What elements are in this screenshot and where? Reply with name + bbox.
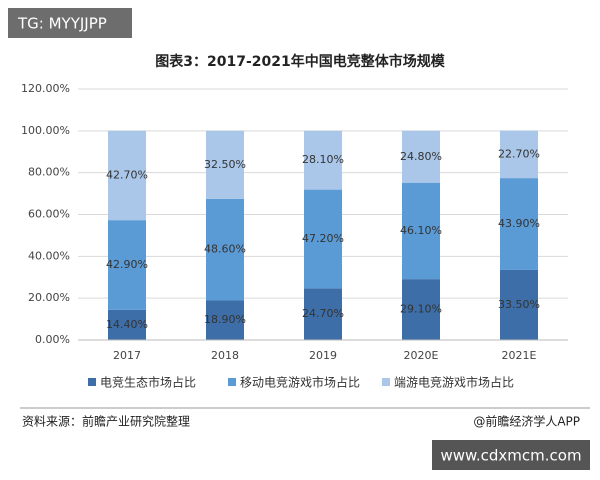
bar-segment xyxy=(206,198,244,301)
value-label: 22.70% xyxy=(498,147,540,160)
chart-title: 图表3：2017-2021年中国电竞整体市场规模 xyxy=(155,53,445,70)
legend-swatch xyxy=(88,378,96,386)
value-label: 29.10% xyxy=(400,303,442,316)
bar-segment xyxy=(304,130,342,190)
bar-segment xyxy=(108,309,146,340)
bar-segment xyxy=(304,189,342,289)
plot: 0.00% 20.00% 40.00% 60.00% 80.00% 100.00% 120.… xyxy=(21,82,568,390)
value-label: 24.80% xyxy=(400,150,442,163)
value-label: 43.90% xyxy=(498,217,540,230)
value-label: 42.70% xyxy=(106,168,148,181)
value-label: 18.90% xyxy=(204,313,246,326)
y-tick-label: 100.00% xyxy=(21,124,70,137)
legend-swatch xyxy=(228,378,236,386)
site-tag: www.cdxmcm.com xyxy=(440,447,581,465)
footer-credit: @前瞻经济学人APP xyxy=(473,414,580,429)
y-tick-label: 40.00% xyxy=(28,249,70,262)
y-tick-label: 80.00% xyxy=(28,166,70,179)
bar-segment xyxy=(206,130,244,199)
x-tick-label: 2020E xyxy=(404,349,439,362)
bar-segment xyxy=(402,279,440,340)
y-tick-label: 60.00% xyxy=(28,208,70,221)
bar-segment xyxy=(500,178,538,270)
site-tag-box xyxy=(432,440,590,470)
x-tick-label: 2021E xyxy=(502,349,537,362)
bar-segment xyxy=(304,288,342,340)
value-label: 14.40% xyxy=(106,318,148,331)
value-label: 28.10% xyxy=(302,153,344,166)
bar-segment xyxy=(108,130,146,221)
bar-segment xyxy=(500,130,538,179)
value-label: 46.10% xyxy=(400,224,442,237)
legend-label: 端游电竞游戏市场占比 xyxy=(394,375,514,390)
x-tick-label: 2018 xyxy=(211,349,239,362)
value-label: 32.50% xyxy=(204,158,246,171)
y-tick-label: 20.00% xyxy=(28,291,70,304)
footer-source: 资料来源：前瞻产业研究院整理 xyxy=(22,414,190,429)
bar-segment xyxy=(402,182,440,280)
x-tick-label: 2017 xyxy=(113,349,141,362)
bar-segment xyxy=(108,220,146,310)
value-label: 47.20% xyxy=(302,232,344,245)
value-label: 24.70% xyxy=(302,307,344,320)
legend-swatch xyxy=(382,378,390,386)
header-tag: TG: MYYJJPP xyxy=(17,15,107,33)
bar-segment xyxy=(402,130,440,183)
bar-segment xyxy=(206,300,244,340)
bar-segment xyxy=(500,269,538,340)
value-label: 48.60% xyxy=(204,243,246,256)
legend-label: 移动电竞游戏市场占比 xyxy=(240,375,360,390)
value-label: 33.50% xyxy=(498,298,540,311)
y-tick-label: 0.00% xyxy=(35,333,70,346)
header-tag-box xyxy=(8,8,132,38)
y-tick-label: 120.00% xyxy=(21,82,70,95)
value-label: 42.90% xyxy=(106,258,148,271)
legend-label: 电竞生态市场占比 xyxy=(100,375,196,390)
x-tick-label: 2019 xyxy=(309,349,337,362)
